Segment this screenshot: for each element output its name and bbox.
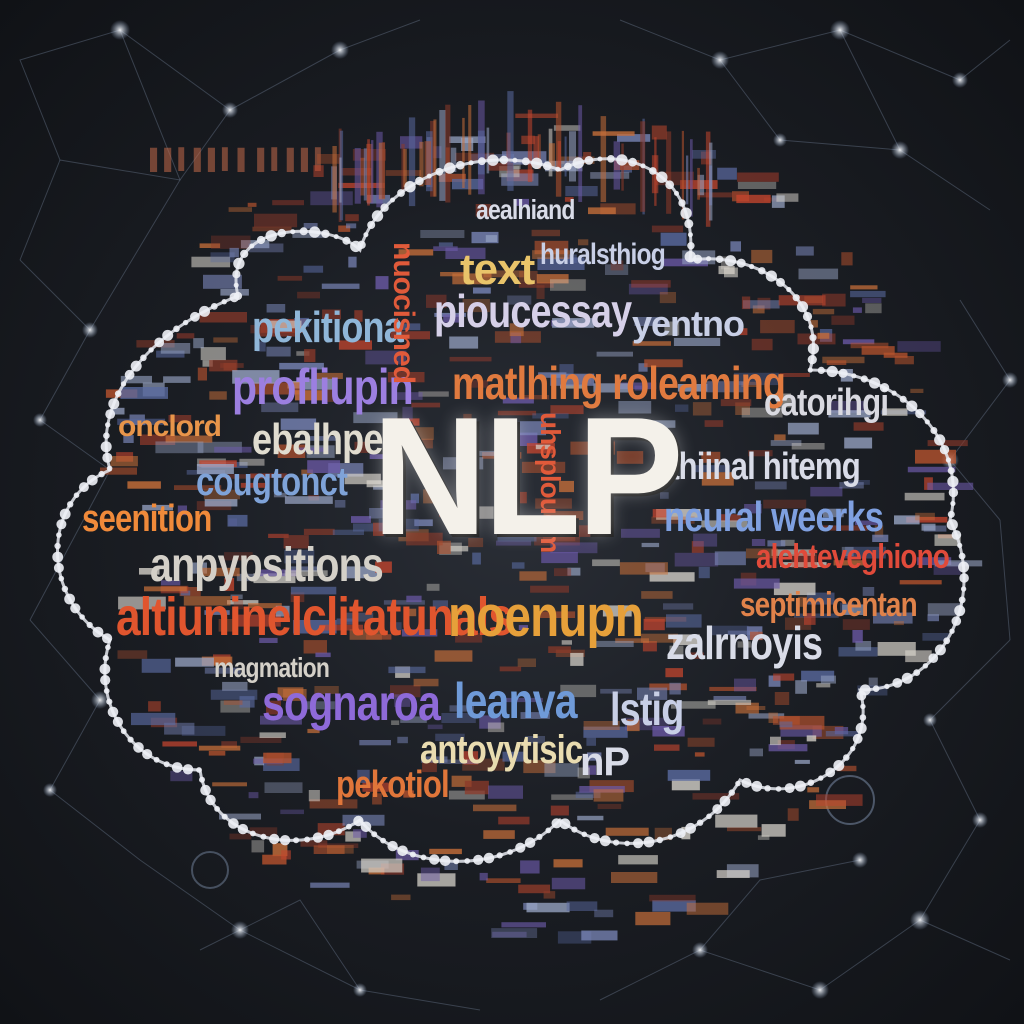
filler-glyph <box>479 872 488 881</box>
word-pekotiol: pekotiol <box>336 764 450 806</box>
word-ahiinal-hitemg: ahiinal hitemg <box>662 446 861 488</box>
word-catorihgi: catorihgi <box>764 382 889 424</box>
word-sognaroa: sognaroa <box>262 675 441 731</box>
filler-glyph <box>455 152 495 162</box>
filler-glyph <box>553 125 581 131</box>
word-huralsthiog: huralsthiog <box>540 238 666 271</box>
filler-glyph <box>581 930 618 941</box>
filler-glyph <box>649 894 696 902</box>
word-alehteveghiono: alehteveghiono <box>756 538 950 576</box>
filler-glyph <box>439 110 446 201</box>
word-aealhiand: aealhiand <box>476 194 575 225</box>
filler-glyph <box>553 859 583 868</box>
word-cougtonct: cougtonct <box>196 460 348 504</box>
filler-glyph <box>686 902 729 915</box>
filler-glyph <box>617 134 651 142</box>
filler-glyph <box>557 141 561 172</box>
filler-glyph <box>611 872 658 883</box>
word-pekitiona: pekitiona <box>252 303 404 352</box>
filler-glyph <box>391 894 411 901</box>
word-pioucessay: pioucessay <box>434 285 632 337</box>
filler-glyph <box>501 922 546 928</box>
filler-glyph <box>486 127 490 174</box>
filler-glyph <box>543 891 556 899</box>
word-onclord: onclord <box>118 410 222 443</box>
filler-glyph <box>518 884 551 894</box>
word-lstig: lstig <box>610 683 684 735</box>
word-yentno: yentno <box>632 303 745 344</box>
filler-glyph <box>566 901 598 911</box>
filler-glyph <box>477 130 485 175</box>
word-noenupn: noenupn <box>448 584 644 649</box>
filler-glyph <box>515 113 559 118</box>
filler-glyph <box>569 131 576 182</box>
word-seenition: seenition <box>82 498 212 540</box>
word-nuocisned: nuocisned <box>387 242 420 384</box>
filler-glyph <box>551 877 586 890</box>
filler-glyph <box>652 900 696 912</box>
filler-glyph <box>433 146 442 159</box>
word-np: nP <box>580 740 630 784</box>
filler-glyph <box>651 125 667 140</box>
filler-glyph <box>549 143 555 167</box>
filler-glyph <box>417 873 456 887</box>
word-neural-weerks: neural weerks <box>664 493 884 540</box>
filler-glyph <box>520 860 540 874</box>
word-zalrnoyis: zalrnoyis <box>666 617 823 669</box>
filler-glyph <box>462 117 465 188</box>
filler-glyph <box>527 109 533 183</box>
word-anpypsitions: anpypsitions <box>150 539 384 592</box>
filler-glyph <box>592 131 635 136</box>
filler-glyph <box>716 870 750 878</box>
filler-glyph <box>486 878 521 883</box>
filler-glyph <box>537 134 541 169</box>
filler-glyph <box>578 105 583 202</box>
filler-glyph <box>492 931 527 938</box>
filler-glyph <box>420 867 440 882</box>
filler-glyph <box>444 861 458 870</box>
filler-glyph <box>491 928 538 938</box>
word-leanva: leanva <box>454 673 578 729</box>
filler-glyph <box>533 136 539 167</box>
filler-glyph <box>468 105 472 195</box>
filler-glyph <box>635 911 671 926</box>
nlp-title: NLP <box>372 382 684 570</box>
filler-glyph <box>526 902 570 913</box>
filler-glyph <box>507 91 514 191</box>
filler-glyph <box>692 150 716 159</box>
filler-glyph <box>310 882 350 888</box>
filler-glyph <box>445 104 451 203</box>
filler-glyph <box>449 136 486 143</box>
filler-glyph <box>594 909 614 918</box>
filler-glyph <box>564 136 567 177</box>
word-ebalhpe: ebalhpe <box>252 415 383 464</box>
